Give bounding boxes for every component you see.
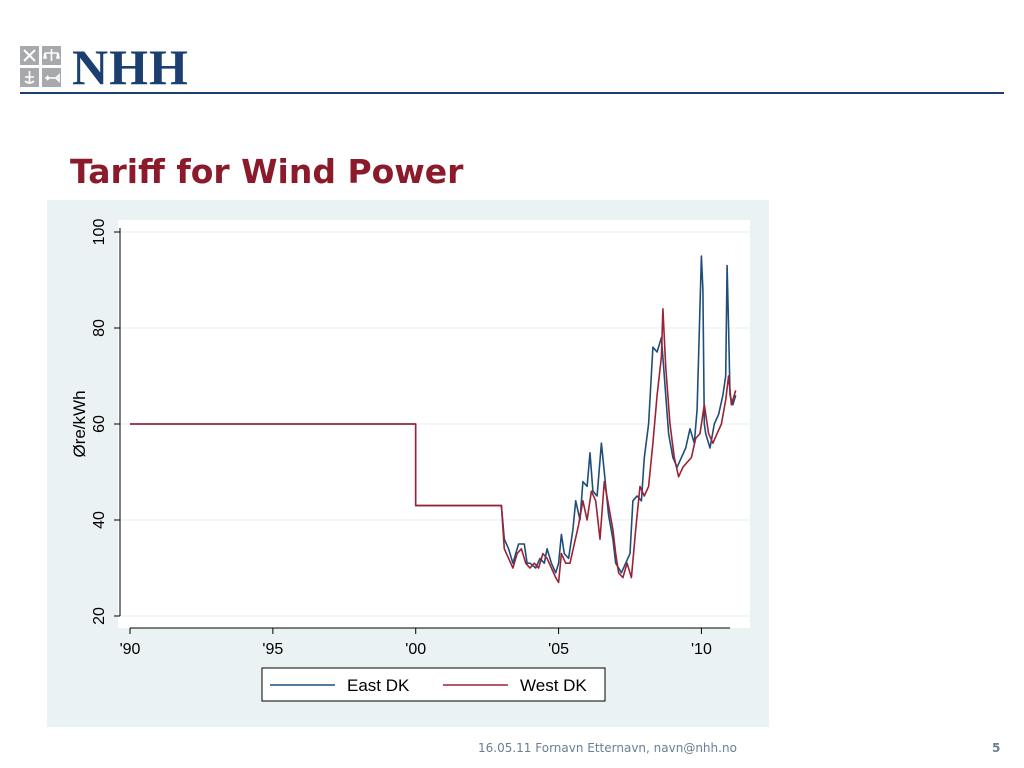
x-tick-label: '95 <box>262 641 283 658</box>
y-tick-label: 100 <box>91 219 108 246</box>
slide-title: Tariff for Wind Power <box>70 152 464 191</box>
footer-author-info: 16.05.11 Fornavn Etternavn, navn@nhh.no <box>478 741 737 755</box>
logo-wordmark: NHH <box>72 39 189 95</box>
x-tick-label: '00 <box>405 641 426 658</box>
legend-label-east-dk: East DK <box>347 676 410 695</box>
y-tick-label: 20 <box>91 607 108 625</box>
page-number: 5 <box>992 741 1001 755</box>
y-tick-label: 60 <box>91 415 108 433</box>
chart-panel: 20 40 60 80 100 '90 '95 '00 '05 '10 Øre/kWh East … <box>47 200 769 727</box>
y-tick-label: 40 <box>91 511 108 529</box>
y-axis-label: Øre/kWh <box>70 390 89 457</box>
legend-label-west-dk: West DK <box>520 676 587 695</box>
tariff-line-chart: 20 40 60 80 100 '90 '95 '00 '05 '10 Øre/kWh East … <box>70 219 750 702</box>
x-tick-label: '10 <box>691 641 712 658</box>
x-tick-label: '05 <box>548 641 569 658</box>
y-tick-label: 80 <box>91 319 108 337</box>
header-divider <box>20 92 1004 94</box>
series-line-west-dk <box>130 308 737 584</box>
x-tick-label: '90 <box>120 641 141 658</box>
nhh-crest-icon <box>20 46 61 87</box>
